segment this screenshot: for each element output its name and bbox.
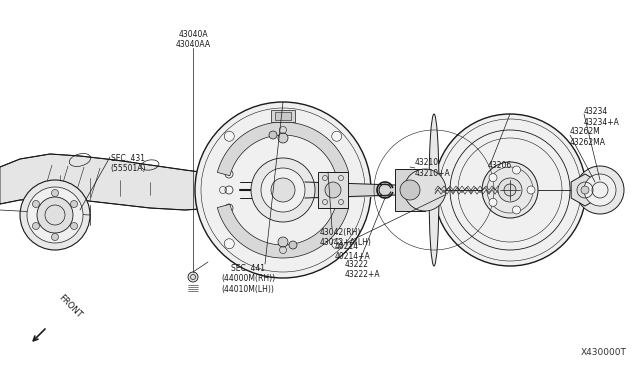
Circle shape <box>225 204 233 212</box>
Text: X430000T: X430000T <box>581 348 627 357</box>
Circle shape <box>70 222 77 230</box>
Text: 43262M
43262MA: 43262M 43262MA <box>570 127 606 147</box>
Circle shape <box>195 102 371 278</box>
Bar <box>395 169 425 211</box>
Circle shape <box>27 187 83 243</box>
Circle shape <box>251 158 315 222</box>
Bar <box>271 110 295 122</box>
Circle shape <box>224 131 234 141</box>
Circle shape <box>325 182 341 198</box>
Circle shape <box>504 184 516 196</box>
Circle shape <box>70 201 77 208</box>
Circle shape <box>482 162 538 218</box>
Bar <box>275 112 291 120</box>
Text: FRONT: FRONT <box>57 293 84 320</box>
Circle shape <box>332 131 342 141</box>
Circle shape <box>434 114 586 266</box>
Circle shape <box>513 166 520 174</box>
Circle shape <box>289 241 297 249</box>
Circle shape <box>33 222 40 230</box>
Text: SEC. 441
(44000M(RH))
(44010M(LH)): SEC. 441 (44000M(RH)) (44010M(LH)) <box>221 264 275 294</box>
Circle shape <box>37 197 73 233</box>
Circle shape <box>581 186 589 194</box>
Circle shape <box>261 168 305 212</box>
Circle shape <box>225 170 233 178</box>
Text: 43222
43222+A: 43222 43222+A <box>345 260 381 279</box>
Circle shape <box>489 198 497 206</box>
Circle shape <box>188 272 198 282</box>
Circle shape <box>513 206 520 214</box>
Polygon shape <box>571 174 599 206</box>
Polygon shape <box>218 204 349 258</box>
Circle shape <box>404 169 446 211</box>
Circle shape <box>225 186 233 194</box>
Circle shape <box>584 174 616 206</box>
Circle shape <box>20 180 90 250</box>
Text: 43206: 43206 <box>488 160 512 170</box>
Circle shape <box>527 186 535 194</box>
Circle shape <box>489 174 497 182</box>
Text: 43042(RH)
43042+A(LH): 43042(RH) 43042+A(LH) <box>320 228 372 247</box>
Circle shape <box>278 237 288 247</box>
Bar <box>218 162 240 218</box>
Text: 43040A
43040AA: 43040A 43040AA <box>175 30 211 49</box>
Ellipse shape <box>429 114 439 266</box>
Polygon shape <box>218 122 349 176</box>
Text: SEC. 431
(55501A): SEC. 431 (55501A) <box>110 154 146 173</box>
Circle shape <box>278 133 288 143</box>
Circle shape <box>224 239 234 249</box>
Text: 43234
43234+A: 43234 43234+A <box>584 107 620 127</box>
Bar <box>318 172 348 208</box>
Circle shape <box>269 131 277 139</box>
Circle shape <box>33 201 40 208</box>
Circle shape <box>51 189 58 196</box>
Circle shape <box>498 178 522 202</box>
Circle shape <box>271 178 295 202</box>
Text: 40214
40214+A: 40214 40214+A <box>335 242 371 262</box>
Circle shape <box>332 239 342 249</box>
Circle shape <box>576 166 624 214</box>
Circle shape <box>51 234 58 241</box>
Polygon shape <box>0 154 230 210</box>
Text: 43210
43210+A: 43210 43210+A <box>415 158 451 178</box>
Circle shape <box>400 180 420 200</box>
